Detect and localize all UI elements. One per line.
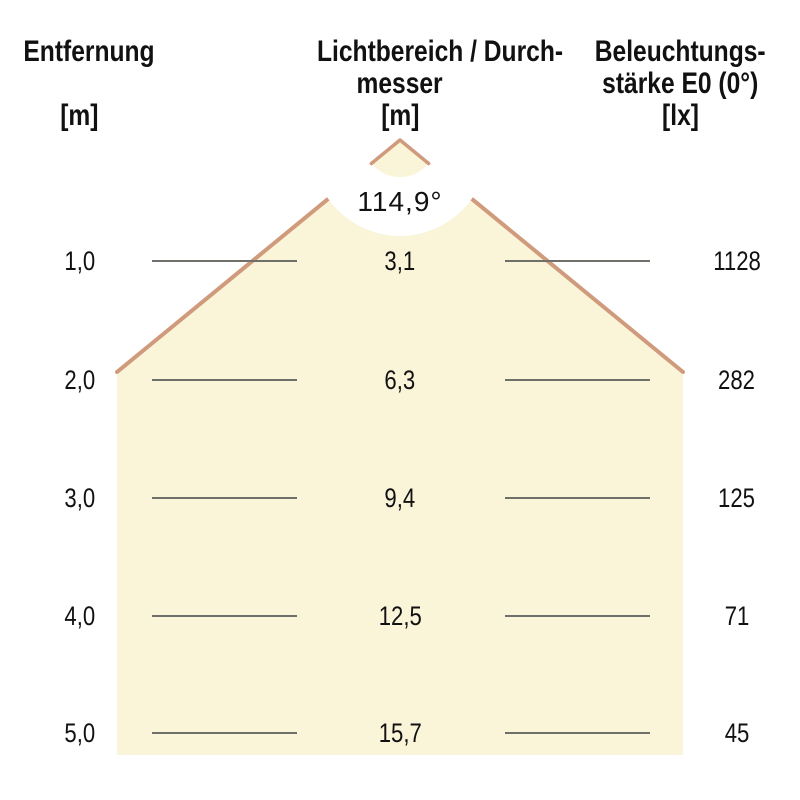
header-column-illuminance: Beleuchtungs- stärke E0 (0°) [lx] bbox=[570, 36, 790, 132]
illuminance-value: 282 bbox=[718, 365, 756, 395]
illuminance-value: 45 bbox=[724, 718, 750, 748]
distance-value: 1,0 bbox=[64, 246, 96, 276]
beam-apex-fan-edges bbox=[369, 138, 431, 166]
header-unit: [lx] bbox=[661, 99, 699, 132]
diameter-value: 6,3 bbox=[384, 365, 416, 395]
header-unit: [m] bbox=[59, 99, 99, 132]
distance-value: 2,0 bbox=[64, 365, 96, 395]
header-title: Beleuchtungs- bbox=[594, 35, 766, 68]
diameter-value: 9,4 bbox=[384, 483, 416, 513]
distance-value: 4,0 bbox=[64, 601, 96, 631]
illuminance-value: 125 bbox=[718, 483, 756, 513]
header-column-diameter: Lichtbereich / Durch- messer [m] bbox=[290, 35, 564, 132]
beam-apex-fan bbox=[371, 140, 429, 178]
header-title: Lichtbereich / Durch- bbox=[317, 35, 564, 68]
distance-value: 3,0 bbox=[64, 483, 96, 513]
illuminance-value: 71 bbox=[724, 601, 750, 631]
header-spacer bbox=[9, 68, 149, 100]
header-title: messer bbox=[356, 67, 444, 100]
diameter-value: 3,1 bbox=[384, 246, 416, 276]
header-title: stärke E0 (0°) bbox=[601, 67, 759, 100]
beam-angle-value: 114,9° bbox=[357, 186, 443, 217]
illuminance-value: 1128 bbox=[713, 246, 761, 276]
distance-value: 5,0 bbox=[64, 718, 96, 748]
header-title: Entfernung bbox=[23, 35, 155, 68]
light-beam-shape bbox=[117, 140, 683, 755]
header-column-distance: Entfernung [m] bbox=[9, 35, 155, 132]
diameter-value: 12,5 bbox=[378, 601, 422, 631]
diameter-value: 15,7 bbox=[378, 718, 422, 748]
header-unit: [m] bbox=[380, 99, 420, 132]
